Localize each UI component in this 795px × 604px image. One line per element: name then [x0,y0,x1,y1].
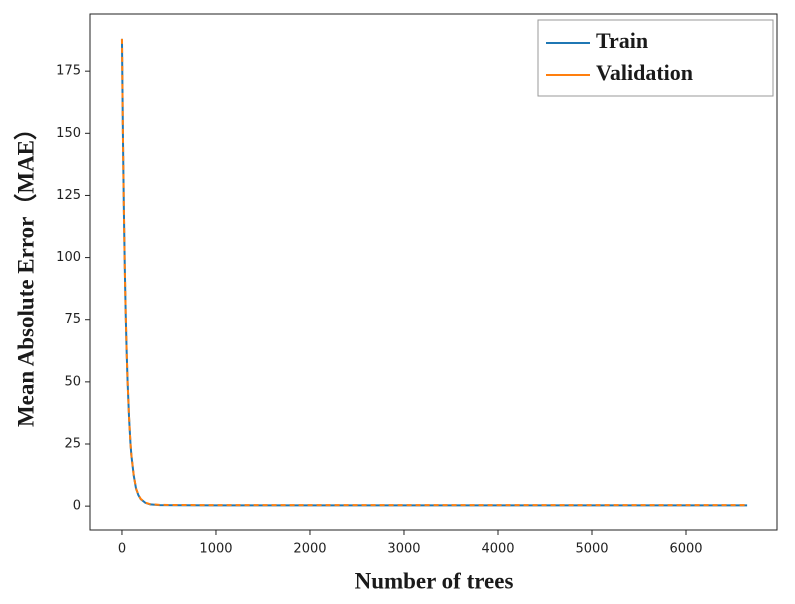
y-tick-label: 50 [64,374,81,389]
legend-label: Validation [596,60,693,85]
x-tick-label: 0 [118,542,126,557]
plot-frame [89,13,778,531]
x-tick-label: 5000 [575,542,608,557]
data-line [120,38,748,507]
x-tick-label: 2000 [293,542,326,557]
x-tick-label: 3000 [387,542,420,557]
y-tick-label: 150 [56,126,81,141]
y-tick-label: 75 [64,312,81,327]
data-line [120,38,748,507]
y-tick-label: 125 [56,188,81,203]
y-tick-label: 175 [56,64,81,79]
x-axis-label: Number of trees [355,568,514,593]
x-tick-label: 6000 [669,542,702,557]
legend-box [537,19,774,97]
y-axis-label: Mean Absolute Error（MAE） [12,117,38,427]
x-tick-label: 4000 [481,542,514,557]
y-tick-label: 25 [64,437,81,452]
x-tick-label: 1000 [199,542,232,557]
legend-label: Train [596,28,648,53]
y-tick-label: 100 [56,250,81,265]
y-tick-label: 0 [73,499,81,514]
